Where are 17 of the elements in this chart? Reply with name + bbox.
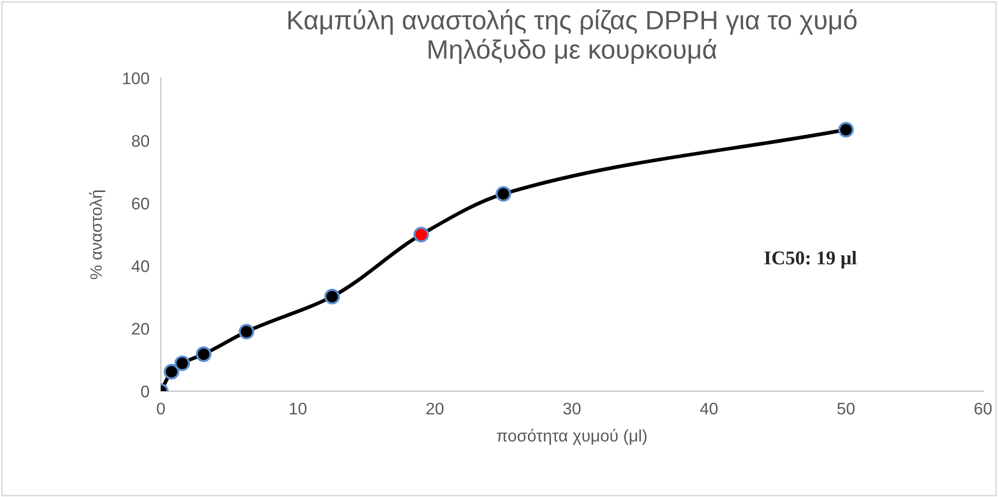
annotation: IC50: 19 μl (764, 250, 857, 268)
x-tick-label: 30 (563, 402, 581, 414)
y-tick-label: 20 (132, 322, 150, 335)
y-tick-label: 0 (141, 386, 150, 398)
x-tick-label: 0 (156, 402, 165, 414)
y-tick-label: 80 (132, 135, 150, 147)
y-tick-label: 40 (132, 260, 150, 272)
x-tick-label: 40 (700, 402, 718, 414)
x-tick-label: 50 (837, 402, 855, 414)
x-tick-label: 20 (426, 402, 444, 414)
x-tick-label: 60 (974, 402, 992, 414)
x-axis-title: ποσότητα χυμού (μl) (496, 428, 647, 445)
x-tick-label: 10 (290, 402, 306, 414)
chart-title: Καμπύλη αναστολής της ρίζας DPPH για το χυμό Μηλόξυδο με κουρκουμά (288, 9, 857, 64)
y-tick-label: 100 (123, 72, 150, 84)
y-tick-label: 60 (132, 198, 150, 210)
y-axis-title: % αναστολή (89, 190, 106, 280)
